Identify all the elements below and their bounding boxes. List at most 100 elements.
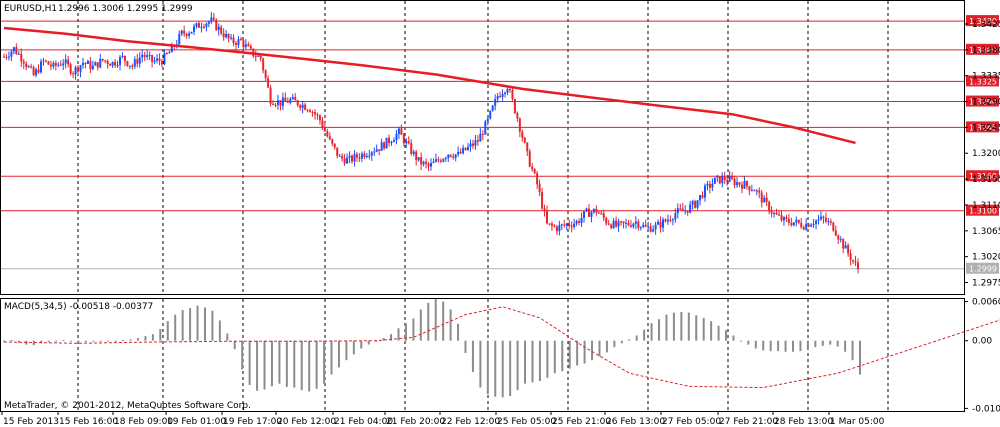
candle-body <box>689 204 692 213</box>
candle-body <box>740 184 743 189</box>
candle-body <box>165 53 168 55</box>
candle-body <box>227 33 230 39</box>
candle-body <box>276 100 279 105</box>
macd-bar <box>397 328 400 341</box>
candle-body <box>257 55 260 57</box>
candle-body <box>462 147 465 154</box>
candle-body <box>136 59 139 64</box>
candle-body <box>111 61 114 66</box>
macd-bar <box>561 340 564 372</box>
level-price-box <box>966 43 999 55</box>
macd-bar <box>509 340 512 397</box>
y-tick-label: 1.3200 <box>972 149 1000 159</box>
candle-body <box>644 224 647 227</box>
macd-bar <box>419 309 422 341</box>
macd-bar <box>829 340 832 345</box>
macd-bar <box>300 340 303 391</box>
macd-bar <box>166 321 169 341</box>
candle-body <box>395 133 398 141</box>
candle-body <box>565 223 568 226</box>
candle-body <box>778 214 781 216</box>
candle-body <box>390 142 393 144</box>
candle-body <box>731 176 734 179</box>
candle-body <box>338 155 341 157</box>
macd-bar <box>792 340 795 352</box>
macd-bar <box>464 340 467 354</box>
candle-body <box>237 39 240 45</box>
candle-body <box>508 88 511 90</box>
y-tick-label: 1.3155 <box>972 175 1000 185</box>
candle-body <box>763 197 766 203</box>
macd-bar <box>442 301 445 341</box>
candle-body <box>351 155 354 162</box>
candle-body <box>792 222 795 226</box>
candle-body <box>521 131 524 138</box>
candle-body <box>775 212 778 215</box>
candle-body <box>471 143 474 146</box>
candle-body <box>323 127 326 132</box>
candle-body <box>207 21 210 24</box>
horizontal-levels[interactable]: 1.34301.33801.33251.32901.32451.31601.31… <box>1 15 999 274</box>
candle-body <box>558 225 561 232</box>
macd-bar <box>777 340 780 352</box>
macd-bar <box>717 325 720 341</box>
candle-body <box>193 26 196 32</box>
candle-body <box>434 159 437 162</box>
candle-body <box>138 57 141 64</box>
candle-body <box>805 223 808 230</box>
candle-body <box>89 61 92 70</box>
candle-body <box>318 115 321 121</box>
candle-body <box>842 239 845 249</box>
candle-body <box>504 92 507 94</box>
macd-bar <box>449 309 452 341</box>
candle-body <box>647 226 650 228</box>
candle-body <box>415 151 418 161</box>
macd-bar <box>598 340 601 357</box>
macd-bar <box>196 305 199 341</box>
macd-bar <box>129 339 132 341</box>
candle-body <box>25 63 28 67</box>
candle-body <box>782 217 785 221</box>
candle-body <box>343 158 346 164</box>
level-price-box <box>966 170 999 182</box>
candle-body <box>146 55 149 57</box>
level-price-box <box>966 121 999 133</box>
macd-bar <box>754 340 757 349</box>
candle-body <box>42 60 45 62</box>
candle-body <box>800 222 803 228</box>
candle-body <box>516 113 519 119</box>
macd-bar <box>107 340 110 342</box>
candle-body <box>133 59 136 67</box>
macd-bar <box>784 340 787 352</box>
candle-body <box>397 128 400 134</box>
candle-body <box>592 208 595 213</box>
candle-body <box>380 142 383 151</box>
candle-body <box>244 44 247 48</box>
candle-body <box>309 110 312 112</box>
macd-bar <box>680 312 683 341</box>
candle-body <box>442 159 445 162</box>
x-tick-label: 28 Feb 13:00 <box>774 417 833 427</box>
candle-body <box>652 229 655 232</box>
candle-body <box>32 67 35 76</box>
candle-body <box>86 61 89 64</box>
candle-body <box>590 212 593 217</box>
macd-bar <box>360 340 363 349</box>
candle-body <box>148 55 151 57</box>
candle-body <box>681 208 684 211</box>
macd-bar <box>248 340 251 385</box>
macd-bar <box>628 339 631 341</box>
candle-body <box>331 139 334 144</box>
candle-body <box>195 23 198 27</box>
candle-body <box>183 30 186 34</box>
candle-body <box>151 55 154 62</box>
candle-body <box>304 104 307 110</box>
candle-body <box>279 100 282 106</box>
candle-body <box>728 176 731 182</box>
candle-body <box>439 160 442 162</box>
candle-body <box>815 220 818 224</box>
candle-body <box>306 109 309 111</box>
candle-body <box>760 192 763 203</box>
